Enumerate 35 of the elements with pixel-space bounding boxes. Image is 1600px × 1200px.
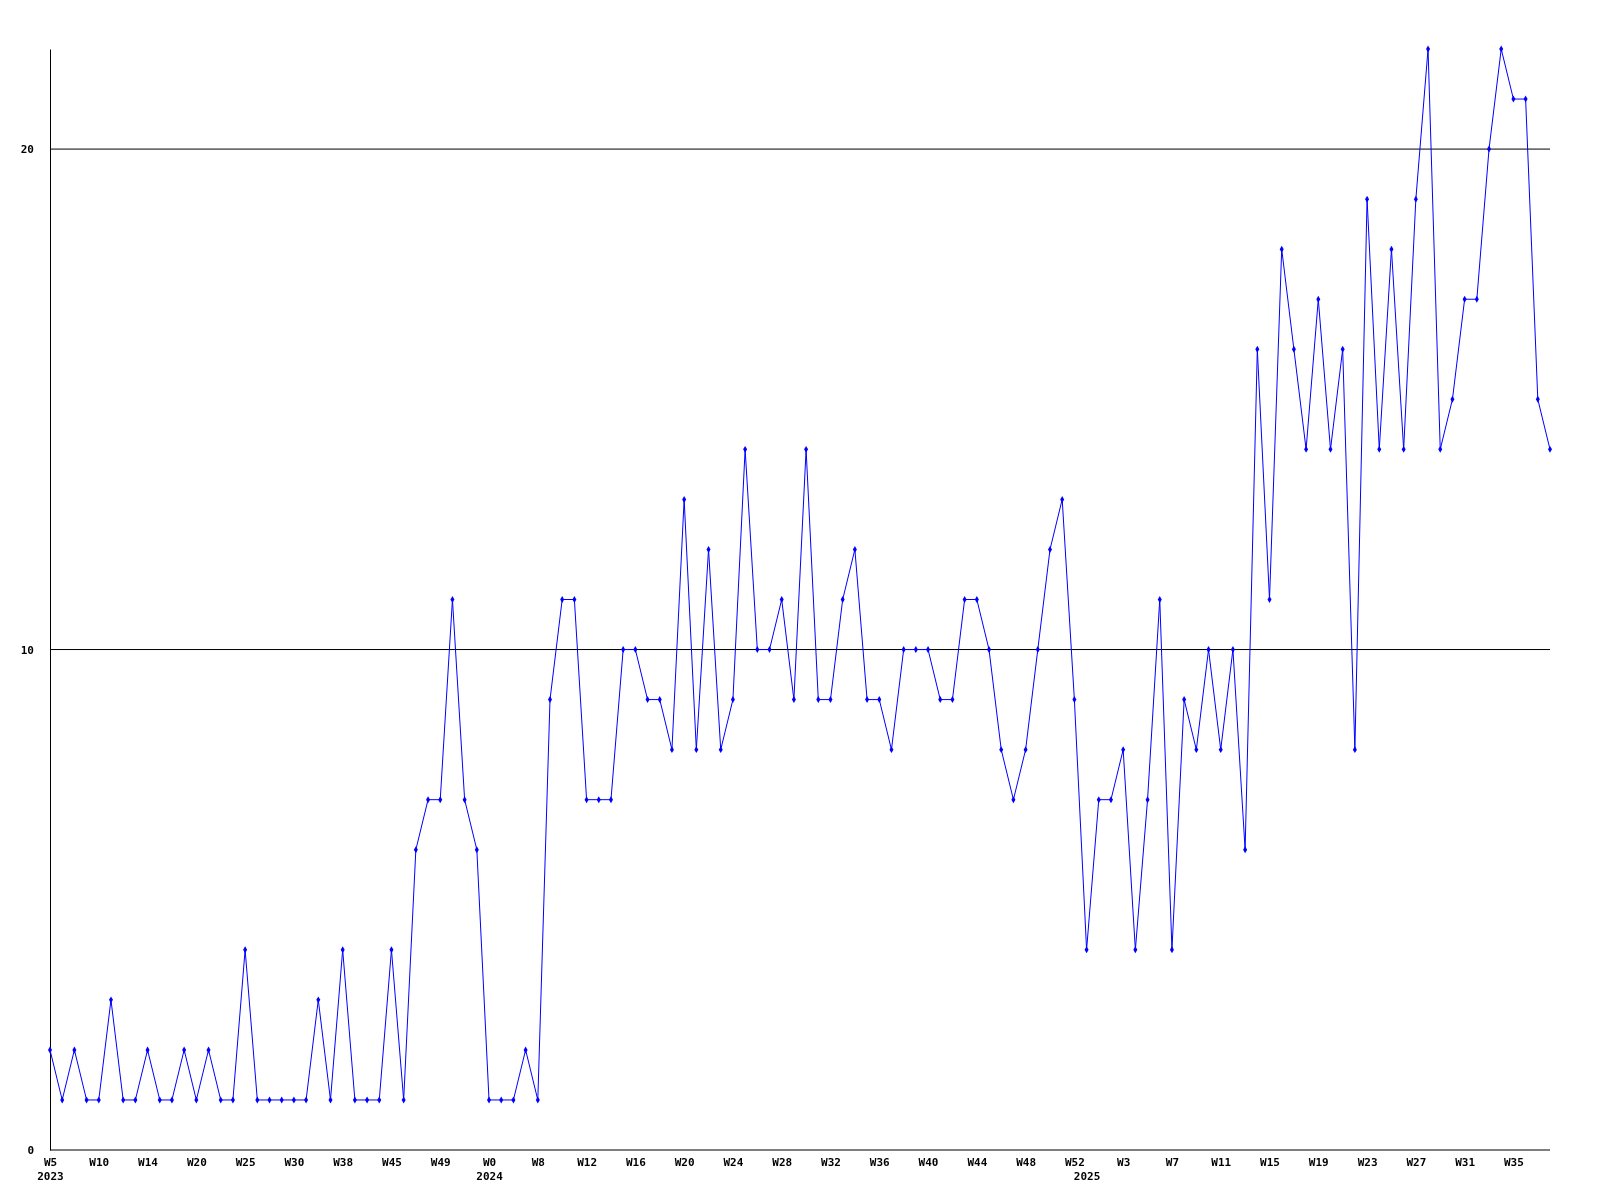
x-tick-label: W20 (186, 1156, 207, 1169)
x-tick-label: W44 (967, 1156, 988, 1169)
x-tick-label: W20 (674, 1156, 695, 1169)
x-tick-label: W49 (430, 1156, 451, 1169)
x-tick-label: W45 (382, 1156, 402, 1169)
x-tick-label: W40 (918, 1156, 939, 1169)
x-tick-label: W38 (333, 1156, 354, 1169)
x-tick-label: W48 (1016, 1156, 1037, 1169)
x-tick-label: W19 (1308, 1156, 1329, 1169)
x-tick-label: W14 (138, 1156, 159, 1169)
x-tick-label: W52 (1064, 1156, 1085, 1169)
x-tick-label: W23 (1357, 1156, 1378, 1169)
y-tick-label: 0 (27, 1144, 34, 1158)
x-tick-label: W36 (869, 1156, 891, 1169)
x-tick-label: W25 (235, 1156, 256, 1169)
x-tick-label: W27 (1406, 1156, 1427, 1169)
x-tick-label: W5 2023 (37, 1156, 64, 1183)
x-tick-label: W0 2024 (476, 1156, 504, 1183)
y-tick-label: 10 (20, 643, 34, 657)
x-tick-label: 2025 (1073, 1170, 1101, 1183)
x-tick-label: W30 (284, 1156, 305, 1169)
x-tick-label: W7 (1165, 1156, 1180, 1169)
x-tick-label: W32 (821, 1156, 841, 1169)
x-tick-label: W11 (1211, 1156, 1232, 1169)
y-tick-label: 20 (20, 143, 34, 157)
x-tick-label: W31 (1455, 1156, 1476, 1169)
x-tick-label: W24 (723, 1156, 744, 1169)
x-tick-label: W28 (772, 1156, 793, 1169)
x-tick-label: W12 (577, 1156, 598, 1169)
x-tick-label: W16 (625, 1156, 647, 1169)
x-tick-label: W35 (1503, 1156, 1524, 1169)
x-tick-label: W8 (531, 1156, 545, 1169)
x-tick-label: W3 (1117, 1156, 1131, 1169)
x-tick-label: W15 (1260, 1156, 1280, 1169)
x-tick-label: W10 (89, 1156, 110, 1169)
